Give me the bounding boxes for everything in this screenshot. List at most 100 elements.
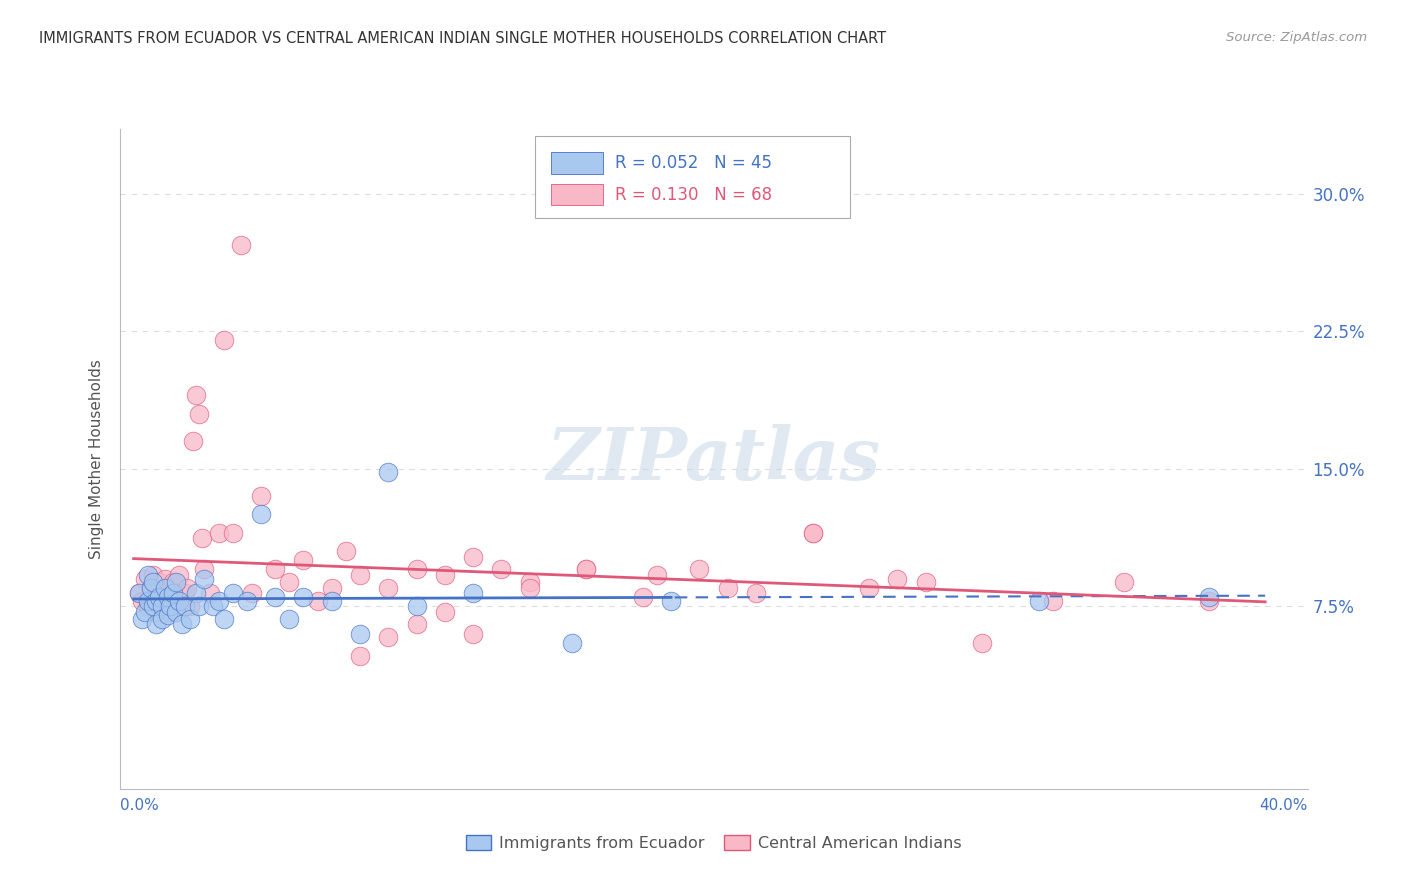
Point <box>128 586 150 600</box>
Point <box>165 593 187 607</box>
Point <box>201 599 224 613</box>
Point <box>165 575 187 590</box>
Point <box>170 599 193 613</box>
Point <box>179 612 201 626</box>
Point <box>264 562 287 576</box>
Point <box>207 593 229 607</box>
Point <box>575 562 598 576</box>
Point <box>914 575 936 590</box>
Point <box>645 568 668 582</box>
Point <box>717 581 740 595</box>
Point <box>173 586 195 600</box>
Point <box>136 599 159 613</box>
Point <box>659 593 682 607</box>
Point <box>193 572 215 586</box>
Point <box>405 617 427 632</box>
Point <box>858 581 880 595</box>
Point <box>148 590 170 604</box>
Point <box>167 568 190 582</box>
Point <box>1042 593 1064 607</box>
Point <box>307 593 329 607</box>
Point <box>292 590 315 604</box>
Point <box>167 593 190 607</box>
Legend: Immigrants from Ecuador, Central American Indians: Immigrants from Ecuador, Central America… <box>460 829 967 857</box>
Point <box>187 407 209 421</box>
Point <box>145 617 167 632</box>
Text: ZIPatlas: ZIPatlas <box>547 424 880 495</box>
Point <box>321 593 343 607</box>
Point <box>278 612 301 626</box>
Point <box>1198 593 1220 607</box>
Point <box>142 593 165 607</box>
Point <box>142 568 165 582</box>
Text: 0.0%: 0.0% <box>120 798 159 814</box>
Point <box>193 562 215 576</box>
Point <box>145 605 167 619</box>
FancyBboxPatch shape <box>536 136 851 219</box>
Point <box>198 586 221 600</box>
Point <box>212 333 235 347</box>
Point <box>159 605 181 619</box>
Point <box>491 562 513 576</box>
Point <box>156 608 179 623</box>
Point <box>688 562 710 576</box>
Point <box>1112 575 1135 590</box>
Point <box>377 630 399 644</box>
Point <box>134 572 156 586</box>
Point <box>162 575 184 590</box>
Point <box>212 612 235 626</box>
Point <box>631 590 654 604</box>
Point <box>131 593 153 607</box>
Point <box>349 648 371 663</box>
Text: IMMIGRANTS FROM ECUADOR VS CENTRAL AMERICAN INDIAN SINGLE MOTHER HOUSEHOLDS CORR: IMMIGRANTS FROM ECUADOR VS CENTRAL AMERI… <box>39 31 887 46</box>
Point <box>176 581 198 595</box>
Point <box>131 612 153 626</box>
Point <box>221 586 243 600</box>
Point <box>173 599 195 613</box>
Point <box>264 590 287 604</box>
Point <box>150 599 173 613</box>
Point <box>1198 590 1220 604</box>
Point <box>886 572 908 586</box>
Point <box>377 465 399 479</box>
Point <box>561 636 583 650</box>
Point <box>519 581 541 595</box>
Point <box>801 525 824 540</box>
Point <box>461 549 484 564</box>
FancyBboxPatch shape <box>551 184 603 205</box>
Point <box>128 586 150 600</box>
Point <box>136 593 159 607</box>
Text: Source: ZipAtlas.com: Source: ZipAtlas.com <box>1226 31 1367 45</box>
Point <box>190 531 212 545</box>
Point <box>250 489 273 503</box>
Point <box>139 581 162 595</box>
Point <box>134 605 156 619</box>
Point <box>150 612 173 626</box>
Point <box>142 599 165 613</box>
Point <box>136 568 159 582</box>
Point <box>184 586 207 600</box>
Point <box>433 605 456 619</box>
Point <box>250 508 273 522</box>
Point <box>292 553 315 567</box>
Point <box>405 599 427 613</box>
Point <box>150 599 173 613</box>
Y-axis label: Single Mother Households: Single Mother Households <box>89 359 104 559</box>
Point <box>142 575 165 590</box>
Point <box>349 626 371 640</box>
Point <box>184 388 207 402</box>
Point <box>179 599 201 613</box>
Text: R = 0.130   N = 68: R = 0.130 N = 68 <box>614 186 772 203</box>
Point <box>148 575 170 590</box>
Point <box>575 562 598 576</box>
Point <box>162 586 184 600</box>
Point <box>321 581 343 595</box>
Point <box>461 626 484 640</box>
Point <box>278 575 301 590</box>
Point <box>181 434 204 448</box>
Point <box>745 586 768 600</box>
Point <box>159 599 181 613</box>
Point <box>165 605 187 619</box>
Point <box>242 586 264 600</box>
Point <box>150 586 173 600</box>
